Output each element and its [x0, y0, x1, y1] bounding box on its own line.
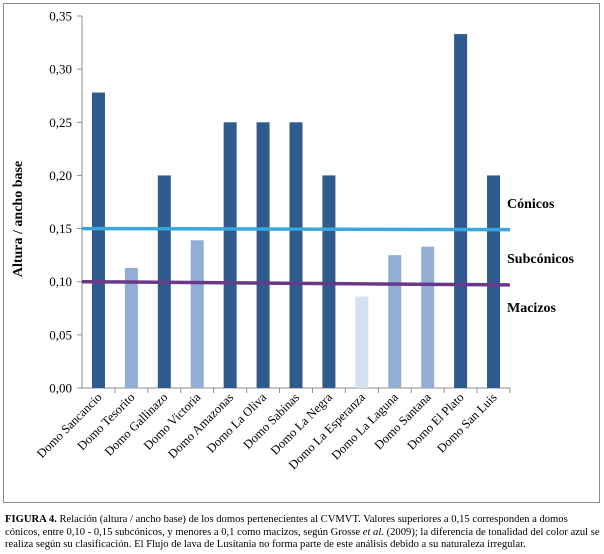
- caption-text-end: (2009); la diferencia de tonalidad del c…: [5, 526, 600, 551]
- bar: [223, 122, 237, 389]
- y-tick-label: 0,30: [49, 62, 72, 77]
- y-tick-label: 0,05: [49, 327, 72, 342]
- bar: [91, 92, 105, 389]
- x-tick-label: Domo San Luis: [434, 390, 499, 455]
- caption-label: FIGURA 4.: [5, 514, 57, 525]
- bar: [190, 240, 204, 388]
- reference-line: [81, 226, 511, 232]
- y-tick-label: 0,00: [49, 381, 72, 396]
- annotation-macizos: Macizos: [507, 301, 557, 316]
- axes: [77, 15, 511, 393]
- y-tick-label: 0,15: [49, 221, 72, 236]
- bar: [289, 122, 303, 389]
- figure-frame: [3, 3, 600, 503]
- y-tick-label: 0,35: [49, 9, 72, 24]
- reference-lines: [81, 226, 511, 287]
- caption-etal: et al.: [362, 526, 384, 538]
- annotation-subconicos: Subcónicos: [507, 252, 574, 267]
- y-tick-label: 0,10: [49, 274, 72, 289]
- y-axis-label: Altura / ancho base: [11, 161, 26, 277]
- bar: [421, 246, 435, 388]
- figure-caption: FIGURA 4. Relación (altura / ancho base)…: [5, 514, 601, 552]
- bar: [388, 255, 402, 388]
- bar: [124, 267, 138, 388]
- bar: [487, 175, 501, 388]
- annotation-conicos: Cónicos: [507, 197, 555, 212]
- reference-line: [81, 279, 511, 287]
- bar: [355, 296, 369, 388]
- caption-text: Relación (altura / ancho base) de los do…: [5, 514, 568, 538]
- bar: [454, 34, 468, 388]
- bar: [322, 175, 336, 388]
- y-tick-label: 0,20: [49, 168, 72, 183]
- bar: [256, 122, 270, 389]
- bars: [91, 34, 501, 389]
- y-tick-label: 0,25: [49, 115, 72, 130]
- bar-chart: 0,00 0,05 0,10 0,15 0,20 0,25 0,30 0,35 Domo San…: [11, 9, 574, 473]
